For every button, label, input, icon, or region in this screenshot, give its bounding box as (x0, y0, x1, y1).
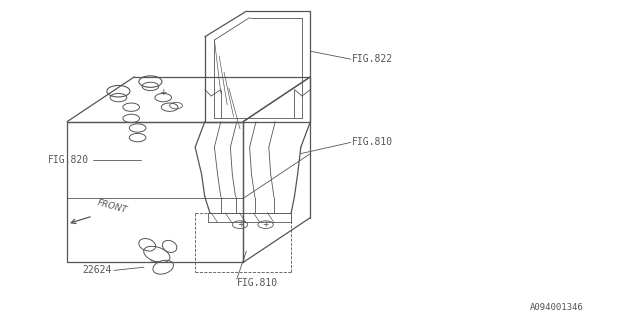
Text: FIG.820: FIG.820 (48, 155, 89, 165)
Text: FRONT: FRONT (96, 198, 128, 215)
Text: FIG.822: FIG.822 (352, 54, 393, 64)
Text: 22624: 22624 (83, 265, 112, 276)
Text: +: + (159, 88, 167, 97)
Text: FIG.810: FIG.810 (237, 278, 278, 288)
Text: A094001346: A094001346 (530, 303, 584, 312)
Text: +: + (237, 220, 243, 229)
Text: +: + (262, 220, 269, 229)
Text: FIG.810: FIG.810 (352, 137, 393, 148)
